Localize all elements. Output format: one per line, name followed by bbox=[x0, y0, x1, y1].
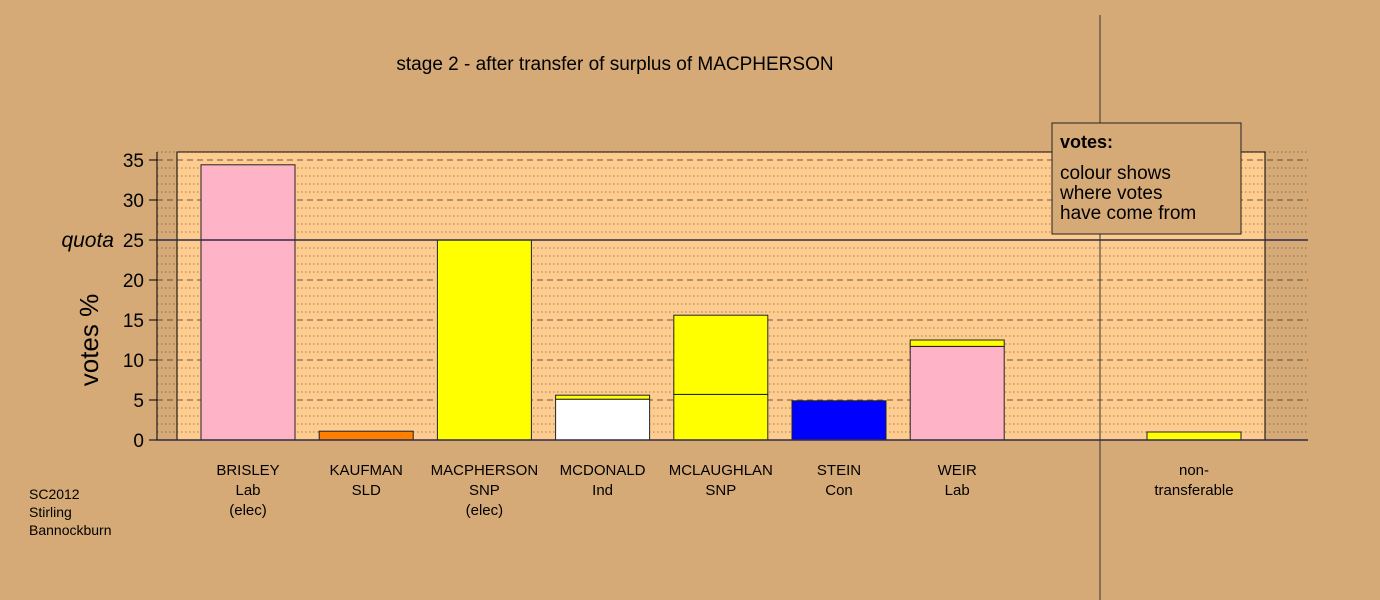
y-axis: 0 5 10 15 20 30 35 25 bbox=[123, 151, 158, 452]
candidate-mclaughlan-label: MCLAUGHLAN bbox=[669, 462, 773, 479]
candidate-stein-label: STEIN bbox=[817, 462, 861, 479]
footer-line: Stirling bbox=[29, 504, 72, 520]
candidate-macpherson-label: MACPHERSON bbox=[431, 462, 539, 479]
candidate-mcdonald-label: MCDONALD bbox=[560, 462, 646, 479]
legend: votes: colour shows where votes have com… bbox=[1051, 122, 1242, 235]
candidate-weir-label: WEIR bbox=[938, 462, 977, 479]
candidate-mclaughlan-label: SNP bbox=[705, 482, 736, 499]
candidate-brisley-bar-segment bbox=[200, 164, 296, 441]
candidate-macpherson-label: SNP bbox=[469, 482, 500, 499]
candidate-stein-bar-segment bbox=[791, 400, 887, 441]
non-transferable-label: non- bbox=[1179, 462, 1209, 479]
candidate-kaufman-label: KAUFMAN bbox=[330, 462, 403, 479]
candidate-weir-label: Lab bbox=[945, 482, 970, 499]
y-tick-label: 5 bbox=[133, 391, 144, 412]
non-transferable-label: transferable bbox=[1154, 482, 1233, 499]
y-tick-label: 25 bbox=[123, 231, 144, 252]
footer-line: SC2012 bbox=[29, 486, 80, 502]
candidate-brisley-label: BRISLEY bbox=[216, 462, 279, 479]
candidate-stein-label: Con bbox=[825, 482, 853, 499]
y-tick-label: 15 bbox=[123, 311, 144, 332]
candidate-kaufman-bar-segment bbox=[318, 430, 414, 441]
candidate-macpherson-label: (elec) bbox=[466, 502, 504, 519]
y-tick-label: 20 bbox=[123, 271, 144, 292]
legend-line: where votes bbox=[1059, 183, 1162, 204]
y-tick-label: 30 bbox=[123, 191, 144, 212]
legend-line: colour shows bbox=[1060, 163, 1171, 184]
candidate-brisley-label: Lab bbox=[235, 482, 260, 499]
y-tick-label: 10 bbox=[123, 351, 144, 372]
candidate-kaufman-label: SLD bbox=[352, 482, 381, 499]
candidate-brisley-label: (elec) bbox=[229, 502, 267, 519]
non-transferable-bar-segment bbox=[1146, 431, 1242, 441]
constituency-footer: SC2012 Stirling Bannockburn bbox=[29, 486, 112, 538]
candidate-mcdonald-bar-segment bbox=[555, 394, 651, 400]
quota-label: quota bbox=[61, 229, 114, 252]
chart-title: stage 2 - after transfer of surplus of M… bbox=[396, 54, 833, 75]
candidate-mclaughlan-bar-segment bbox=[673, 393, 769, 441]
legend-line: have come from bbox=[1060, 203, 1196, 224]
legend-box bbox=[1051, 122, 1242, 235]
candidate-labels: BRISLEY Lab (elec) KAUFMAN SLD MACPHERSON SNP (… bbox=[216, 462, 1233, 519]
candidate-macpherson-bar-segment bbox=[436, 239, 532, 441]
y-tick-label: 35 bbox=[123, 151, 144, 172]
candidate-mcdonald-bar-segment bbox=[555, 398, 651, 441]
y-axis-label: votes % bbox=[74, 294, 104, 387]
legend-title: votes: bbox=[1060, 132, 1113, 152]
y-tick-label: 0 bbox=[133, 431, 144, 452]
footer-line: Bannockburn bbox=[29, 522, 112, 538]
candidate-weir-bar-segment bbox=[909, 339, 1005, 347]
candidate-mclaughlan-bar-segment bbox=[673, 314, 769, 395]
bars bbox=[200, 164, 1242, 441]
candidate-weir-bar-segment bbox=[909, 345, 1005, 441]
candidate-mcdonald-label: Ind bbox=[592, 482, 613, 499]
